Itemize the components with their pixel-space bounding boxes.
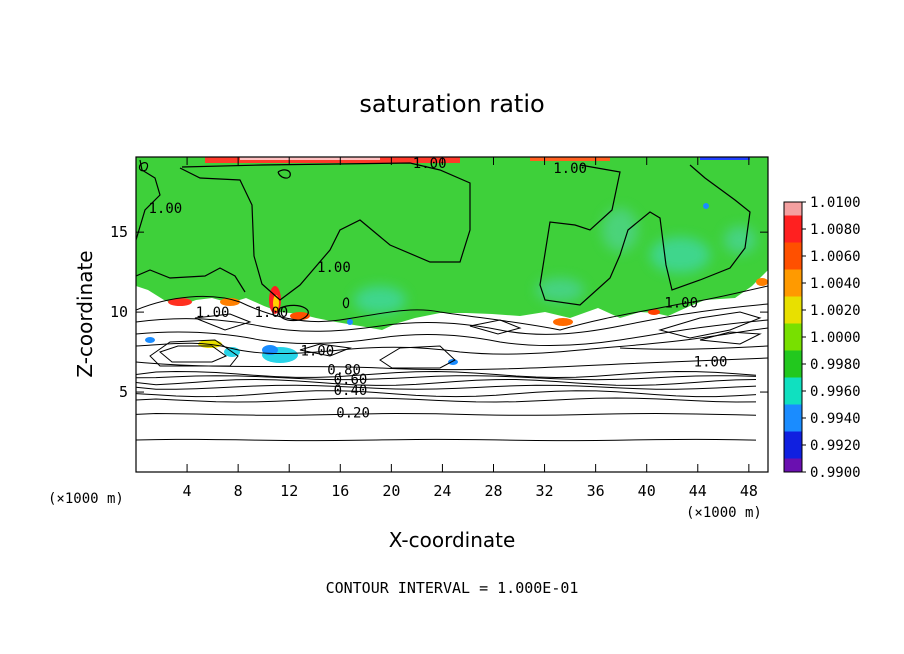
horizontal-contours <box>136 370 757 442</box>
colorbar-label: 1.0060 <box>810 249 861 265</box>
y-tick-label: 10 <box>110 303 128 321</box>
x-tick-label: 16 <box>331 482 349 500</box>
x-tick-label: 24 <box>433 482 451 500</box>
x-axis-label: X-coordinate <box>389 528 516 552</box>
colorbar-swatch <box>784 283 802 297</box>
plot-frame <box>135 156 769 473</box>
contour-label: 1.00 <box>413 156 447 172</box>
colorbar-label: 1.0000 <box>810 330 861 346</box>
contour-line <box>136 390 757 398</box>
colorbar-label: 0.9920 <box>810 438 861 454</box>
colorbar-swatch <box>784 418 802 432</box>
colorbar-label: 1.0040 <box>810 276 861 292</box>
contour-label: 1.00 <box>149 201 183 217</box>
x-tick-label: 4 <box>183 482 192 500</box>
colorbar-swatch <box>784 404 802 418</box>
x-tick-label: 20 <box>382 482 400 500</box>
chart-title: saturation ratio <box>359 90 544 118</box>
colorbar: 1.0100 1.0080 1.0060 1.0040 1.0020 1.0000 0.99… <box>783 195 861 481</box>
y-tick-label: 5 <box>119 383 128 401</box>
colorbar-swatch <box>784 364 802 378</box>
y-axis-label: Z-coordinate <box>73 250 97 377</box>
cloud-contours <box>136 285 768 371</box>
contour-interval-footnote: CONTOUR INTERVAL = 1.000E-01 <box>326 579 579 597</box>
x-tick-label: 12 <box>280 482 298 500</box>
contour-label: 0.80 <box>327 362 361 378</box>
contour-line <box>136 397 757 403</box>
plot-area: 1.00 1.00 1.00 1.00 1.00 1.00 1.00 1.00 1.00 0.80… <box>136 156 768 472</box>
contour-labels: 1.00 1.00 1.00 1.00 1.00 1.00 1.00 1.00 1.00 0.80… <box>149 156 728 422</box>
colorbar-swatch <box>784 323 802 337</box>
cyan-wisps <box>354 208 756 314</box>
colorbar-swatch <box>784 337 802 351</box>
contour-line <box>136 375 757 381</box>
colorbar-swatch <box>784 310 802 324</box>
contour-label: 0.40 <box>334 383 368 399</box>
colorbar-swatch <box>784 256 802 270</box>
colorbar-label: 0.9940 <box>810 411 861 427</box>
x-unit-left: (×1000 m) <box>48 491 124 507</box>
colorbar-swatch <box>784 215 802 229</box>
contour-line <box>136 378 757 386</box>
x-unit-right: (×1000 m) <box>686 505 762 521</box>
contour-lines <box>136 159 751 322</box>
contour-line <box>136 412 757 416</box>
colorbar-label: 1.0080 <box>810 222 861 238</box>
contour-label: 1.00 <box>254 305 288 321</box>
saturated-region <box>136 157 768 330</box>
colorbar-swatch <box>784 391 802 405</box>
colorbar-swatch <box>784 202 802 216</box>
contour-label: 1.00 <box>300 343 334 359</box>
x-tick-label: 8 <box>234 482 243 500</box>
contour-label: 1.00 <box>553 161 587 177</box>
y-axis-ticks: 5 10 15 <box>110 223 768 401</box>
contour-line <box>136 438 757 442</box>
colorbar-label: 0.9960 <box>810 384 861 400</box>
contour-label: 1.00 <box>317 260 351 276</box>
colorbar-label: 0.9980 <box>810 357 861 373</box>
contour-label: 0.60 <box>334 372 368 388</box>
x-axis-ticks: 4 8 12 16 20 24 28 32 36 40 44 48 <box>183 157 758 500</box>
y-tick-label: 15 <box>110 223 128 241</box>
x-tick-label: 36 <box>587 482 605 500</box>
colorbar-swatch <box>784 296 802 310</box>
contour-label: 1.00 <box>664 295 698 311</box>
colorbar-swatch <box>784 445 802 459</box>
colorbar-swatch <box>784 350 802 364</box>
colorbar-swatch <box>784 431 802 445</box>
x-tick-label: 44 <box>689 482 707 500</box>
contour-label: 0.20 <box>336 406 370 422</box>
colorbar-swatch <box>784 269 802 283</box>
contour-line <box>136 384 757 390</box>
x-tick-label: 48 <box>740 482 758 500</box>
colorbar-label: 1.0100 <box>810 195 861 211</box>
colorbar-swatch <box>784 242 802 256</box>
x-tick-label: 40 <box>638 482 656 500</box>
contour-label: 1.00 <box>196 305 230 321</box>
contour-line <box>136 370 757 379</box>
x-tick-label: 32 <box>536 482 554 500</box>
colorbar-swatch <box>784 377 802 391</box>
colorbar-swatch <box>784 229 802 243</box>
contour-label: 1.00 <box>694 354 728 370</box>
x-tick-label: 28 <box>484 482 502 500</box>
colorbar-label: 0.9900 <box>810 465 861 481</box>
colorbar-label: 1.0020 <box>810 303 861 319</box>
colorbar-swatch <box>784 458 802 472</box>
